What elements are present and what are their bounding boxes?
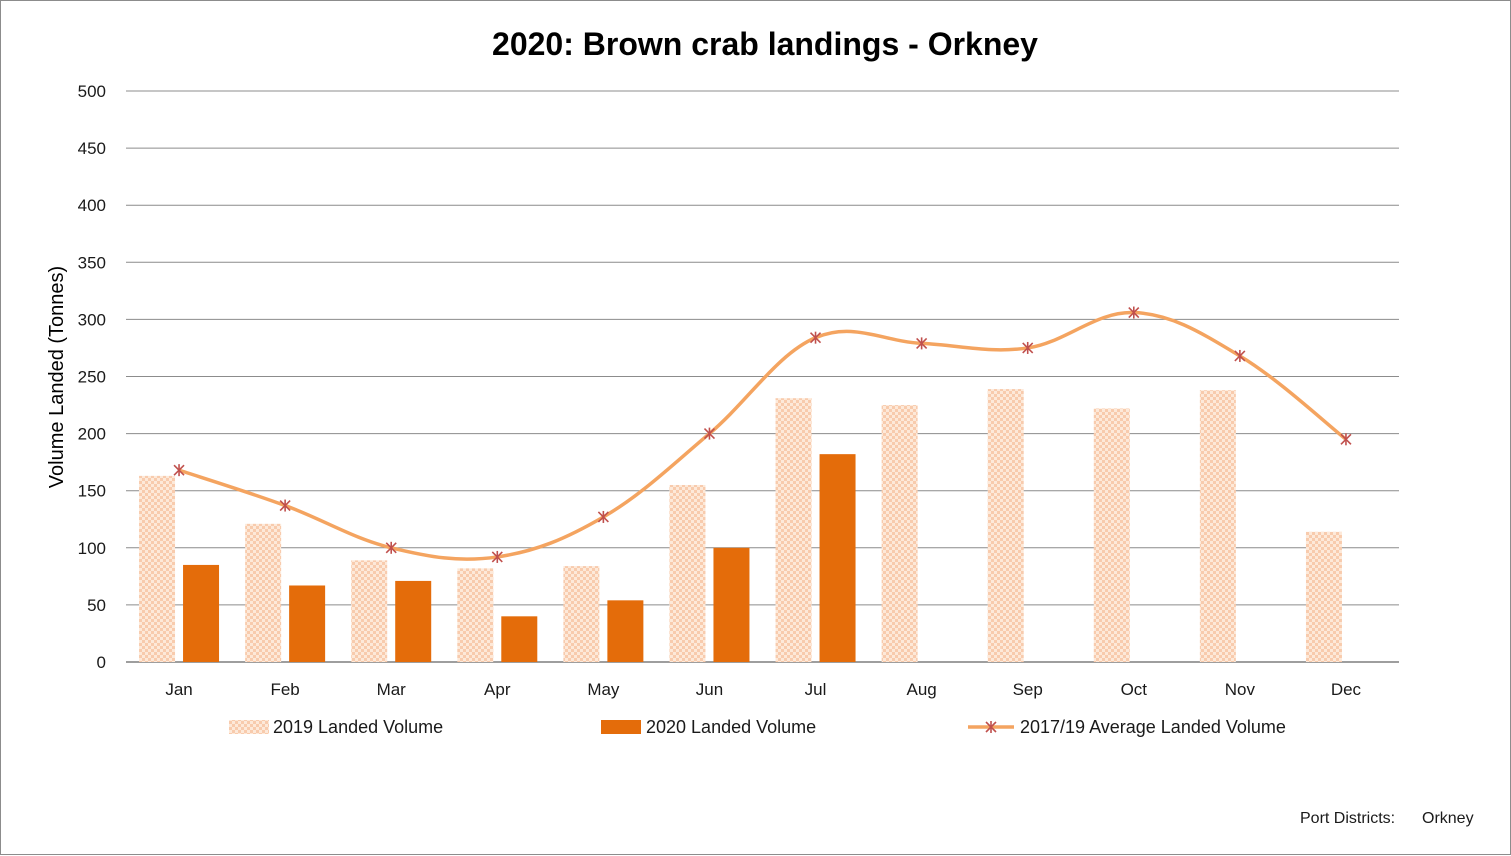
- y-tick-label: 0: [97, 653, 106, 672]
- x-axis-ticks: Jan Feb Mar Apr May Jun Jul Aug Sep Oct Nov Dec: [165, 680, 1361, 699]
- average-line-series: [173, 306, 1352, 563]
- x-tick-label: May: [587, 680, 620, 699]
- y-tick-label: 100: [78, 539, 106, 558]
- y-tick-label: 150: [78, 482, 106, 501]
- bar-series: [139, 389, 1342, 662]
- avg-point-oct: [1128, 306, 1140, 319]
- avg-point-apr: [491, 550, 503, 563]
- y-tick-label: 350: [78, 253, 106, 272]
- legend-item-2020: 2020 Landed Volume: [601, 717, 816, 737]
- bar-2019-feb: [245, 523, 282, 662]
- x-tick-label: Aug: [907, 680, 937, 699]
- bar-2020-may: [607, 600, 644, 662]
- port-districts-label: Port Districts:: [1300, 810, 1395, 827]
- avg-point-sep: [1022, 341, 1034, 354]
- y-tick-label: 450: [78, 139, 106, 158]
- x-tick-label: Jul: [805, 680, 827, 699]
- y-tick-label: 400: [78, 196, 106, 215]
- bar-2019-jan: [139, 475, 176, 662]
- avg-point-jul: [809, 331, 822, 344]
- port-districts-value: Orkney: [1422, 810, 1474, 827]
- avg-point-mar: [385, 541, 397, 554]
- x-tick-label: Mar: [377, 680, 407, 699]
- bar-2020-jul: [819, 454, 856, 662]
- bar-2019-oct: [1093, 408, 1130, 662]
- y-tick-label: 250: [78, 368, 106, 387]
- legend-item-average: 2017/19 Average Landed Volume: [968, 717, 1286, 737]
- legend: 2019 Landed Volume 2020 Landed Volume 2017…: [229, 717, 1286, 737]
- x-tick-label: Oct: [1121, 680, 1148, 699]
- x-tick-label: Nov: [1225, 680, 1256, 699]
- x-tick-label: Feb: [270, 680, 299, 699]
- average-line: [178, 310, 1348, 561]
- bar-2020-apr: [501, 616, 538, 662]
- bar-2019-jun: [669, 484, 706, 662]
- x-tick-label: Dec: [1331, 680, 1362, 699]
- legend-marker-average: [985, 721, 997, 733]
- avg-point-may: [597, 510, 609, 523]
- avg-point-jan: [173, 464, 185, 477]
- legend-label-average: 2017/19 Average Landed Volume: [1020, 717, 1286, 737]
- x-tick-label: Sep: [1013, 680, 1043, 699]
- avg-point-dec: [1340, 433, 1352, 446]
- y-axis-title: Volume Landed (Tonnes): [46, 266, 68, 488]
- avg-point-feb: [279, 499, 291, 512]
- avg-point-nov: [1234, 349, 1246, 362]
- y-tick-label: 500: [78, 82, 106, 101]
- bar-2019-sep: [987, 389, 1024, 662]
- bar-2019-nov: [1199, 390, 1236, 662]
- x-tick-label: Jan: [165, 680, 192, 699]
- chart-title: 2020: Brown crab landings - Orkney: [492, 26, 1038, 62]
- y-tick-label: 50: [87, 596, 106, 615]
- bar-2019-may: [563, 566, 600, 662]
- bar-2020-feb: [289, 585, 326, 662]
- legend-item-2019: 2019 Landed Volume: [229, 717, 443, 737]
- x-tick-label: Apr: [484, 680, 511, 699]
- avg-point-aug: [916, 337, 928, 350]
- bar-2019-apr: [457, 568, 494, 662]
- bar-2020-mar: [395, 580, 432, 662]
- bar-2020-jun: [713, 547, 750, 662]
- avg-point-jun: [703, 427, 716, 440]
- bar-2020-jan: [183, 564, 220, 662]
- x-tick-label: Jun: [696, 680, 723, 699]
- legend-label-2020: 2020 Landed Volume: [646, 717, 816, 737]
- legend-swatch-2019: [229, 720, 269, 734]
- y-tick-label: 200: [78, 425, 106, 444]
- legend-label-2019: 2019 Landed Volume: [273, 717, 443, 737]
- bar-2019-dec: [1305, 531, 1342, 662]
- legend-swatch-2020: [601, 720, 641, 734]
- bar-2019-mar: [351, 560, 388, 662]
- bar-2019-aug: [881, 405, 918, 662]
- bar-2019-jul: [775, 398, 812, 662]
- y-axis-ticks: 0 50 100 150 200 250 300 350 400 450 500: [78, 82, 106, 672]
- y-tick-label: 300: [78, 310, 106, 329]
- gridlines: [126, 90, 1399, 663]
